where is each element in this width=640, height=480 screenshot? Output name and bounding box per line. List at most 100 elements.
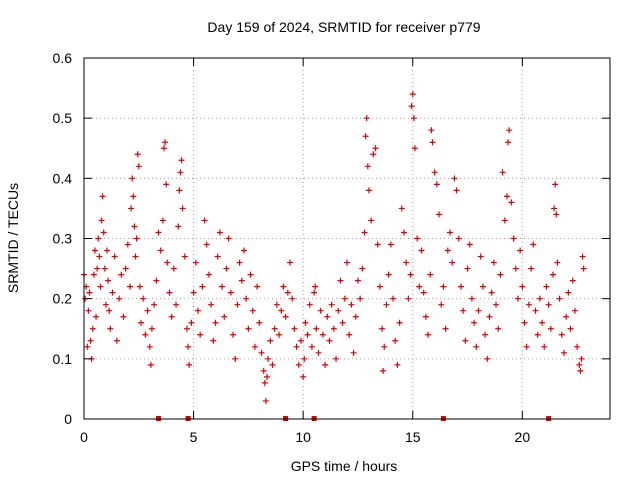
data-point [429,139,436,146]
data-point [370,151,377,158]
data-point [264,373,271,380]
data-point [447,229,454,236]
data-point [374,241,381,248]
data-point [315,349,322,356]
data-point [130,193,137,200]
data-point [486,313,493,320]
data-point [216,229,223,236]
data-point [254,283,261,290]
data-point [466,241,473,248]
data-point [335,307,342,314]
data-point [499,169,506,176]
data-point [392,337,399,344]
data-point [313,325,320,332]
data-point [98,217,105,224]
data-point [99,193,106,200]
data-point [534,331,541,338]
y-tick-label: 0.3 [53,231,73,247]
data-point [359,265,366,272]
data-point [84,343,91,350]
data-point [536,295,543,302]
data-point [497,271,504,278]
data-point [300,373,307,380]
data-point [97,283,104,290]
data-point [153,277,160,284]
data-point [501,217,508,224]
data-point [352,313,359,320]
data-point [341,295,348,302]
data-point [219,283,226,290]
data-point [234,301,241,308]
data-point [503,193,510,200]
data-point [410,115,417,122]
data-point [295,361,302,368]
data-point [541,343,548,350]
data-point [273,301,280,308]
data-point [135,163,142,170]
data-point [348,301,355,308]
data-point [173,301,180,308]
data-point [160,145,167,152]
data-point [176,187,183,194]
data-point [495,325,502,332]
data-point [93,313,100,320]
data-point [563,313,570,320]
data-point [256,319,263,326]
data-point [245,325,252,332]
data-point [477,253,484,260]
data-point [422,313,429,320]
x-tick-label: 20 [515,429,531,445]
data-point [462,337,469,344]
data-point [249,307,256,314]
data-point [128,205,135,212]
data-point [203,241,210,248]
data-point [210,337,217,344]
data-point [267,337,274,344]
data-point [576,361,583,368]
data-point [436,211,443,218]
data-point [284,289,291,296]
data-point [517,247,524,254]
data-point [407,271,414,278]
data-point [330,325,337,332]
data-point [194,307,201,314]
data-point [433,181,440,188]
data-point [124,241,131,248]
data-point [94,265,101,272]
data-point [232,355,239,362]
data-point [133,235,140,242]
data-point [460,307,467,314]
data-point [364,163,371,170]
data-point [530,241,537,248]
data-point [506,127,513,134]
axis-ticks: 0 0.1 0.2 0.3 0.4 0.5 0.6 0 5 10 15 20 [53,50,610,445]
data-point [118,271,125,278]
data-point [479,283,486,290]
data-point [337,277,344,284]
data-point [301,355,308,362]
data-point [431,169,438,176]
data-point [475,307,482,314]
data-point [528,265,535,272]
data-point [405,295,412,302]
data-point [87,337,94,344]
data-point [120,313,127,320]
data-point [510,235,517,242]
data-point [580,265,587,272]
data-point [551,205,558,212]
data-point [181,253,188,260]
data-point [376,283,383,290]
data-point [100,229,107,236]
data-point [514,295,521,302]
data-point [170,265,177,272]
data-point [155,229,162,236]
data-point [324,313,331,320]
data-point [122,265,129,272]
data-point [247,271,254,278]
data-point [409,91,416,98]
data-point [177,169,184,176]
data-point [104,247,111,254]
data-point [163,181,170,188]
data-point [505,139,512,146]
